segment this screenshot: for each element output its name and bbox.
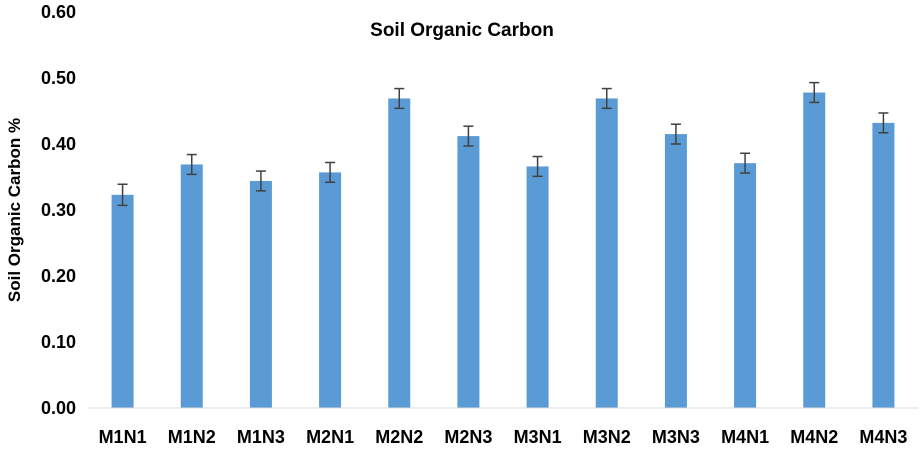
error-bar-m2n1 xyxy=(325,161,336,184)
error-bar-m1n1 xyxy=(117,183,128,207)
bar-m1n2 xyxy=(180,164,203,408)
x-tick-label: M2N2 xyxy=(375,427,423,447)
x-tick-label: M3N1 xyxy=(514,427,562,447)
y-axis-ticks: 0.00 0.10 0.20 0.30 0.40 0.50 0.60 xyxy=(41,2,76,418)
error-bar-m3n1 xyxy=(532,155,543,178)
y-tick-label: 0.20 xyxy=(41,266,76,286)
bar-m4n1 xyxy=(734,163,757,408)
bar-m4n3 xyxy=(872,122,895,408)
error-bar-m1n3 xyxy=(255,170,266,192)
error-bar-m4n1 xyxy=(740,152,751,174)
y-axis-label: Soil Organic Carbon % xyxy=(5,118,24,302)
x-tick-label: M4N2 xyxy=(790,427,838,447)
bar-m3n3 xyxy=(664,134,687,408)
bar-m2n2 xyxy=(388,98,411,409)
y-tick-label: 0.40 xyxy=(41,134,76,154)
x-tick-label: M3N3 xyxy=(652,427,700,447)
y-tick-label: 0.50 xyxy=(41,68,76,88)
bar-m2n3 xyxy=(457,136,480,408)
x-tick-label: M2N3 xyxy=(444,427,492,447)
x-tick-label: M4N1 xyxy=(721,427,769,447)
error-bars xyxy=(117,81,889,207)
x-tick-label: M1N1 xyxy=(99,427,147,447)
chart-title: Soil Organic Carbon xyxy=(370,20,554,41)
bar-m1n3 xyxy=(249,180,272,408)
x-axis-ticks: M1N1 M1N2 M1N3 M2N1 M2N2 M2N3 M3N1 M3N2 M3N3 M4N1… xyxy=(99,427,908,447)
error-bar-m2n2 xyxy=(394,87,405,110)
x-tick-label: M1N3 xyxy=(237,427,285,447)
x-tick-label: M3N2 xyxy=(583,427,631,447)
bar-m3n2 xyxy=(595,98,618,409)
y-tick-label: 0.30 xyxy=(41,200,76,220)
error-bar-m2n3 xyxy=(463,125,474,147)
error-bar-m4n3 xyxy=(878,112,889,134)
bar-m1n1 xyxy=(111,194,134,408)
error-bar-m3n3 xyxy=(670,123,681,145)
y-tick-label: 0.00 xyxy=(41,398,76,418)
error-bar-m3n2 xyxy=(601,87,612,110)
error-bar-m1n2 xyxy=(186,153,197,176)
y-tick-label: 0.10 xyxy=(41,332,76,352)
bars xyxy=(111,92,895,409)
bar-m3n1 xyxy=(526,166,549,408)
error-bar-m4n2 xyxy=(809,81,820,104)
y-tick-label: 0.60 xyxy=(41,2,76,22)
bar-m2n1 xyxy=(319,172,342,408)
x-tick-label: M1N2 xyxy=(168,427,216,447)
bar-m4n2 xyxy=(803,92,826,409)
x-tick-label: M4N3 xyxy=(859,427,907,447)
x-tick-label: M2N1 xyxy=(306,427,354,447)
